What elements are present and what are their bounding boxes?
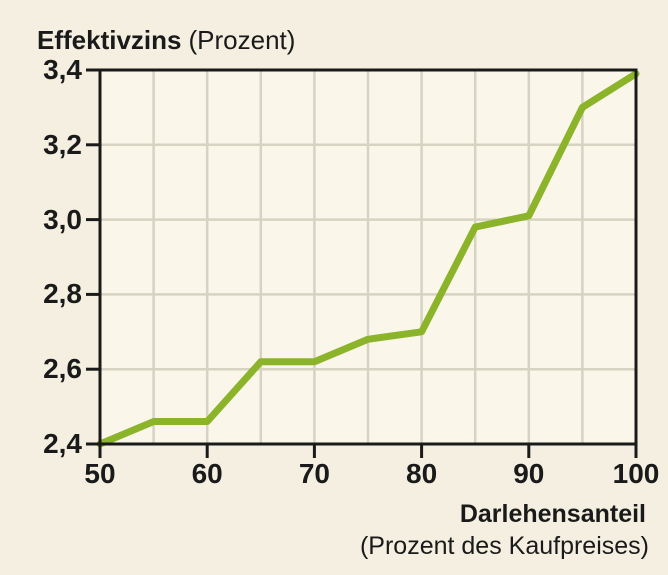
y-tick-label: 2,4: [43, 428, 82, 459]
axis-border: [98, 68, 638, 446]
x-tick-label: 70: [298, 458, 330, 489]
x-axis-unit: (Prozent des Kaufpreises): [359, 532, 649, 560]
y-axis-unit: (Prozent): [188, 25, 296, 55]
y-tick-label: 2,6: [43, 353, 82, 385]
x-tick-label: 60: [191, 458, 223, 489]
x-tick-label: 100: [612, 458, 660, 489]
x-tick-label: 50: [84, 458, 116, 489]
y-tick-label: 3,2: [43, 128, 82, 160]
y-axis-title: Effektivzins: [37, 25, 182, 55]
y-tick-label: 2,8: [43, 278, 82, 310]
x-tick-label: 90: [513, 458, 545, 489]
data-line: [96, 70, 640, 448]
y-tick-label: 3,4: [43, 54, 82, 85]
x-axis-title: Darlehensanteil: [459, 500, 646, 528]
chart-title: Effektivzins (Prozent): [37, 25, 295, 55]
y-tick-label: 3,0: [43, 203, 82, 235]
x-tick-label: 80: [406, 458, 438, 489]
